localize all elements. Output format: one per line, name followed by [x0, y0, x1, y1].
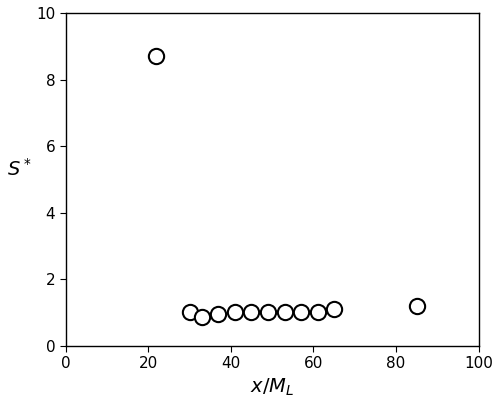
X-axis label: $x/M_L$: $x/M_L$ — [250, 377, 294, 398]
Y-axis label: $S^*$: $S^*$ — [7, 158, 32, 179]
